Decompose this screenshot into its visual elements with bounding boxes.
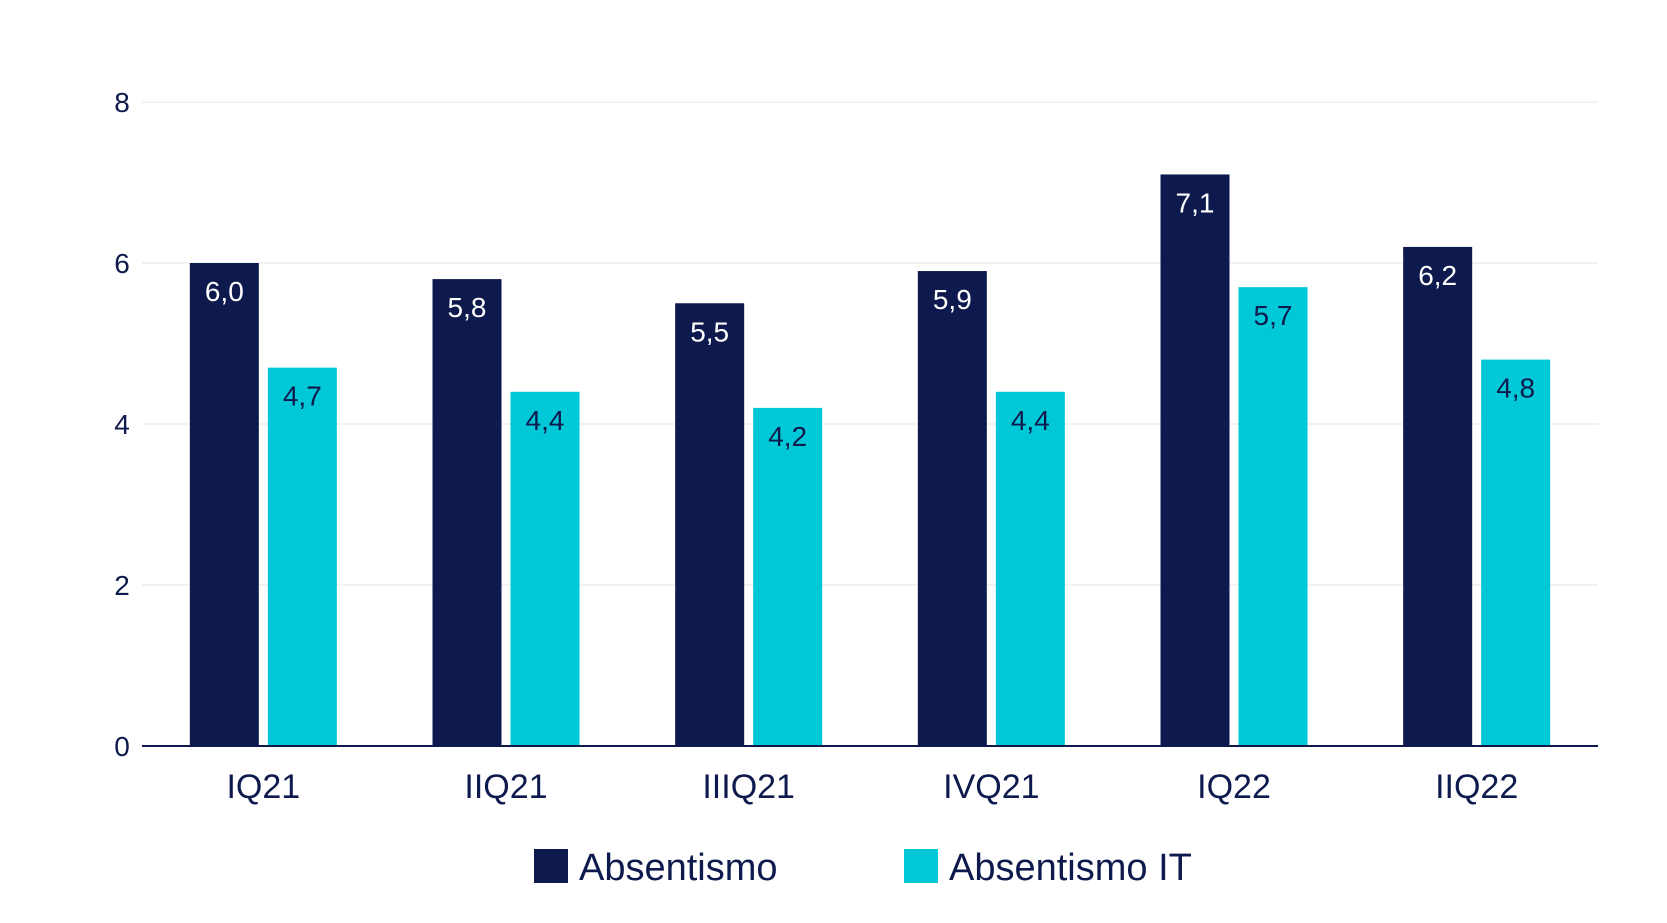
- bar-absentismo: [189, 263, 259, 746]
- data-label: 6,2: [1418, 260, 1457, 291]
- data-label: 7,1: [1176, 187, 1215, 218]
- x-tick-label: IIIQ21: [702, 768, 795, 806]
- x-tick-label: IQ21: [226, 768, 300, 806]
- y-axis-ticks: 0 2 4 6 8: [114, 87, 130, 762]
- legend-swatch: [904, 849, 938, 883]
- x-axis-ticks: IQ21 IIQ21 IIIQ21 IVQ21 IQ22 IIQ22: [226, 768, 1518, 806]
- data-label: 6,0: [205, 276, 244, 307]
- data-label: 4,4: [526, 405, 565, 436]
- bar-absentismo: [675, 303, 745, 746]
- data-label: 4,8: [1496, 373, 1535, 404]
- y-tick-label: 4: [114, 409, 130, 440]
- y-tick-label: 2: [114, 570, 130, 601]
- legend: Absentismo Absentismo IT: [534, 847, 1192, 889]
- bar-absentismo: [432, 279, 502, 746]
- data-label: 4,7: [283, 381, 322, 412]
- x-tick-label: IIQ21: [464, 768, 547, 806]
- bar-absentismo: [1403, 246, 1473, 746]
- data-label: 5,8: [448, 292, 487, 323]
- data-label: 5,9: [933, 284, 972, 315]
- bar-absentismo: [917, 271, 987, 746]
- bar-absentismo-it: [995, 391, 1065, 746]
- bar-absentismo-it: [1481, 359, 1551, 746]
- data-label: 4,2: [768, 421, 807, 452]
- bars: 6,0 4,7 5,8 4,4 5,5 4,2 5,9 4,4 7,1 5,7 6,2 4,8: [189, 174, 1551, 746]
- x-tick-label: IIQ22: [1435, 768, 1518, 806]
- x-tick-label: IVQ21: [943, 768, 1039, 806]
- data-label: 5,5: [690, 316, 729, 347]
- legend-label: Absentismo IT: [949, 847, 1192, 889]
- legend-label: Absentismo: [579, 847, 778, 889]
- bar-absentismo-it: [510, 391, 580, 746]
- gridlines: [142, 101, 1598, 586]
- data-label: 4,4: [1011, 405, 1050, 436]
- legend-swatch: [534, 849, 568, 883]
- x-tick-label: IQ22: [1197, 768, 1271, 806]
- bar-absentismo-it: [753, 407, 823, 746]
- y-tick-label: 8: [114, 87, 130, 118]
- bar-absentismo-it: [1238, 287, 1308, 746]
- bar-absentismo-it: [267, 367, 337, 746]
- y-tick-label: 0: [114, 731, 130, 762]
- data-label: 5,7: [1254, 300, 1293, 331]
- y-tick-label: 6: [114, 248, 130, 279]
- bar-absentismo: [1160, 174, 1230, 746]
